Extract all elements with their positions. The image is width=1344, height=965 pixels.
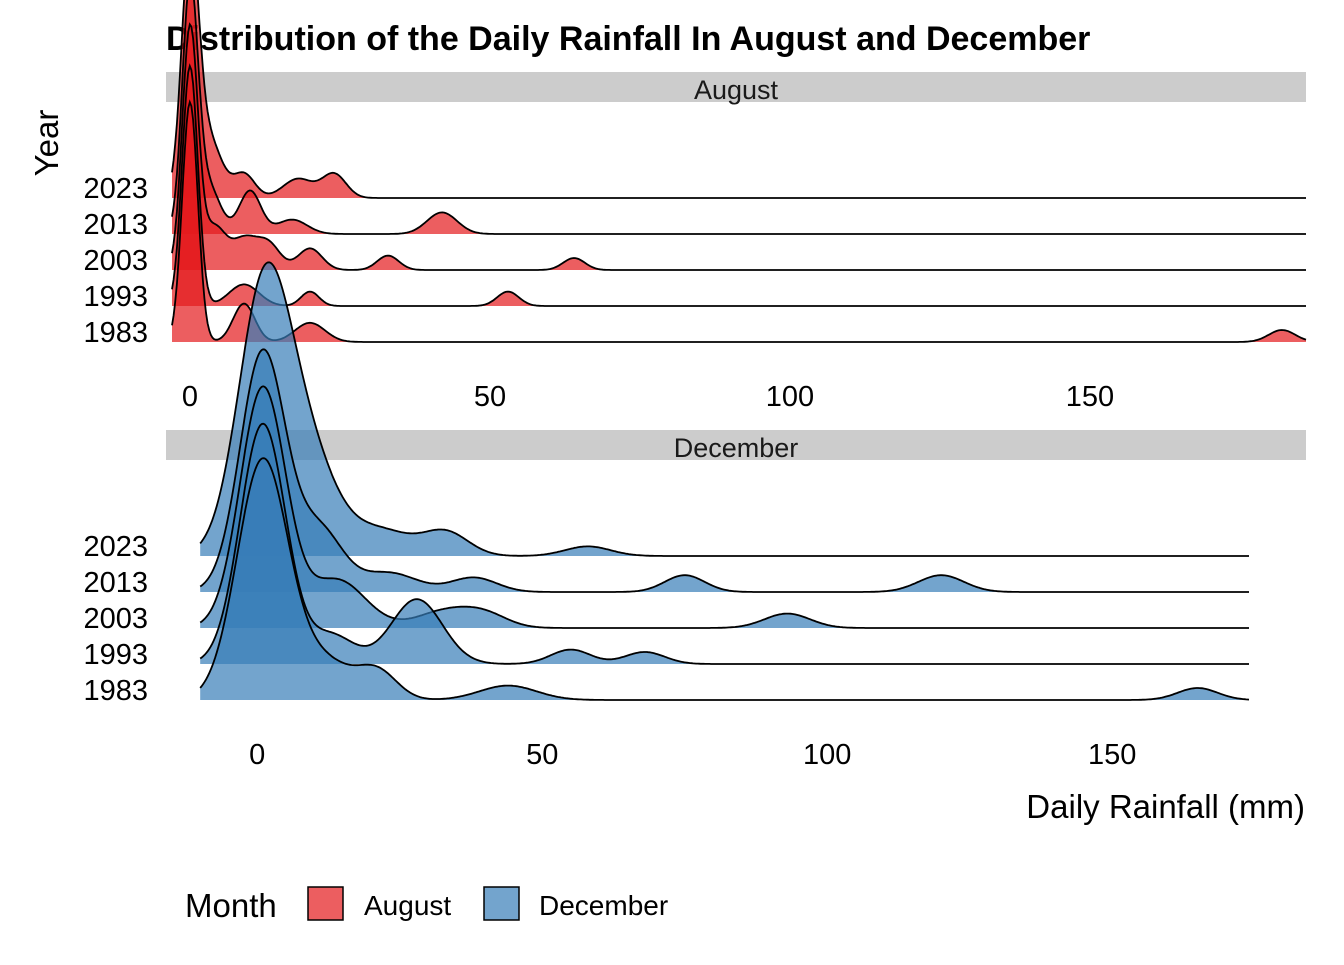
chart-title: Distribution of the Daily Rainfall In Au… (166, 20, 1090, 58)
strip-august (166, 72, 1306, 102)
x-axis-label: Daily Rainfall (mm) (1026, 788, 1305, 825)
y-tick-label: 2013 (83, 567, 148, 599)
y-tick-label: 2003 (83, 245, 148, 277)
y-tick-label: 2023 (83, 173, 148, 205)
y-tick-label: 2023 (83, 531, 148, 563)
ridge-line-1993 (171, 63, 1306, 307)
y-tick-label: 1993 (83, 281, 148, 313)
ridge-line-2023 (171, 0, 1306, 199)
x-tick-label: 100 (803, 739, 851, 771)
strip-label-august: August (694, 75, 779, 105)
y-tick-label: 2003 (83, 603, 148, 635)
panel-december: 1983 1993 2003 2013 2023 0 50 100 150 (83, 261, 1250, 771)
ridge-area-1983 (200, 458, 1250, 700)
legend-label-august: August (364, 890, 451, 921)
ridge-line-2013 (171, 0, 1306, 235)
ridge-line-1993 (199, 422, 1249, 665)
ridge-line-1983 (171, 99, 1307, 343)
x-tick-label: 0 (249, 739, 265, 771)
ridge-line-2023 (199, 261, 1249, 557)
legend: Month August December (185, 886, 668, 924)
strip-december (166, 430, 1306, 460)
x-tick-label: 50 (526, 739, 558, 771)
ridge-line-1983 (199, 457, 1250, 701)
y-axis-label: Year (28, 110, 65, 177)
x-tick-label: 150 (1088, 739, 1136, 771)
x-tick-label: 50 (474, 381, 506, 413)
y-tick-label: 1983 (83, 675, 148, 707)
y-tick-label: 1983 (83, 317, 148, 349)
legend-swatch-december (483, 886, 520, 921)
strip-label-december: December (674, 433, 799, 463)
y-tick-label: 1993 (83, 639, 148, 671)
legend-title: Month (185, 887, 277, 924)
x-tick-label: 0 (182, 381, 198, 413)
ridge-line-2003 (171, 22, 1306, 271)
legend-label-december: December (539, 890, 668, 921)
ridge-line-2013 (199, 348, 1249, 593)
panel-august: 1983 1993 2003 2013 2023 0 50 100 150 (83, 0, 1307, 413)
legend-swatch-august (307, 886, 344, 921)
y-tick-label: 2013 (83, 209, 148, 241)
x-tick-label: 100 (766, 381, 814, 413)
x-tick-label: 150 (1066, 381, 1114, 413)
ridge-line-2003 (199, 385, 1249, 629)
